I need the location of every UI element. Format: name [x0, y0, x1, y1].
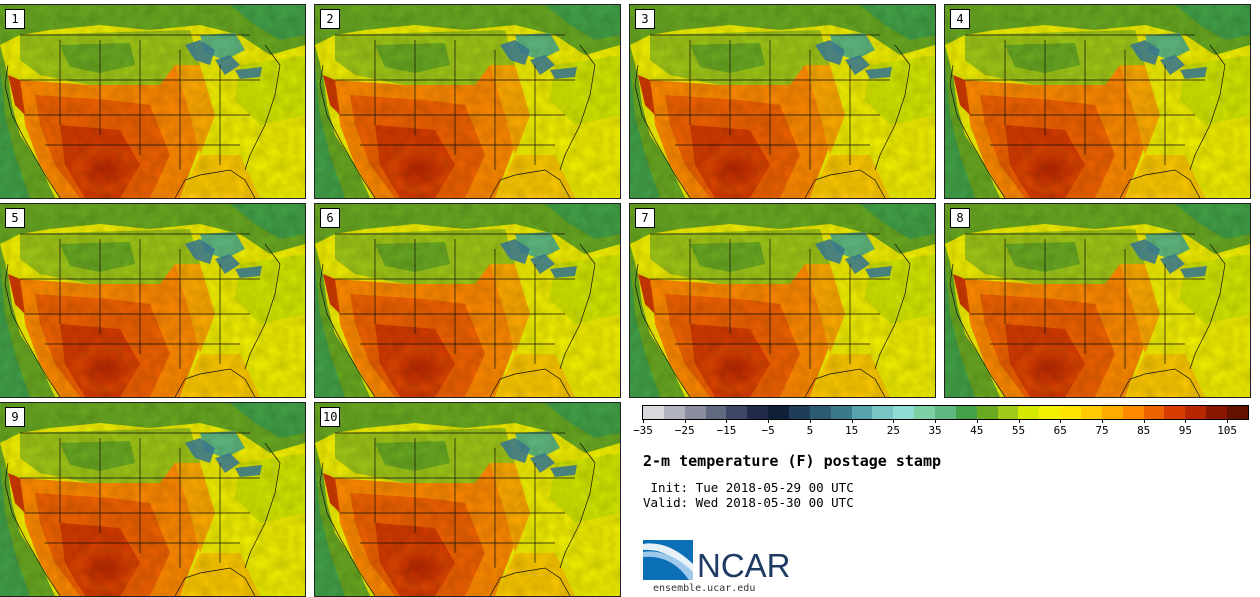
panel-number-label: 1	[5, 9, 25, 29]
colorbar-swatch-5	[726, 406, 748, 419]
colorbar-swatch-25	[1143, 406, 1165, 419]
colorbar-tick	[643, 419, 644, 423]
ensemble-member-panel-1[interactable]: 1	[0, 4, 306, 199]
colorbar-swatch-27	[1185, 406, 1207, 419]
colorbar-swatch-21	[1060, 406, 1082, 419]
colorbar-swatch-11	[851, 406, 873, 419]
colorbar-tick	[1018, 419, 1020, 423]
logo-url[interactable]: ensemble.ucar.edu	[653, 583, 756, 594]
ncar-logo-text: NCAR	[697, 547, 791, 582]
colorbar-tick	[1227, 419, 1229, 423]
temperature-map	[315, 204, 620, 397]
colorbar-swatch-9	[809, 406, 831, 419]
panel-number-label: 5	[5, 208, 25, 228]
temperature-colorbar	[642, 405, 1249, 420]
valid-time: Valid: Wed 2018-05-30 00 UTC	[643, 495, 854, 510]
panel-number-label: 2	[320, 9, 340, 29]
colorbar-swatch-16	[955, 406, 977, 419]
ensemble-member-panel-4[interactable]: 4	[944, 4, 1251, 199]
colorbar-tick-label: 65	[1053, 424, 1067, 437]
colorbar-tick-label: 5	[806, 424, 814, 437]
figure-title: 2-m temperature (F) postage stamp	[643, 452, 942, 470]
colorbar-swatch-17	[976, 406, 998, 419]
colorbar-swatch-15	[935, 406, 956, 419]
panel-number-label: 10	[320, 407, 341, 427]
ensemble-member-panel-10[interactable]: 10	[314, 402, 621, 597]
colorbar-tick-label: 105	[1217, 424, 1238, 437]
colorbar-tick	[809, 419, 811, 423]
panel-number-label: 4	[950, 9, 970, 29]
temperature-map	[0, 403, 305, 596]
colorbar-tick	[893, 419, 895, 423]
ensemble-member-panel-5[interactable]: 5	[0, 203, 306, 398]
ensemble-member-panel-2[interactable]: 2	[314, 4, 621, 199]
temperature-map	[0, 204, 305, 397]
ensemble-member-panel-7[interactable]: 7	[629, 203, 936, 398]
colorbar-swatch-4	[705, 406, 727, 419]
colorbar-tick-label: 15	[844, 424, 859, 437]
panel-number-label: 6	[320, 208, 340, 228]
colorbar-swatch-28	[1206, 406, 1228, 419]
colorbar-tick-label: −15	[716, 424, 737, 437]
colorbar-tick	[935, 419, 937, 423]
colorbar-tick-label: 85	[1137, 424, 1151, 437]
colorbar-tick-label: 25	[886, 424, 900, 437]
colorbar-swatch-24	[1122, 406, 1144, 419]
colorbar-swatch-10	[830, 406, 852, 419]
colorbar-tick	[851, 419, 853, 423]
colorbar-swatch-6	[747, 406, 769, 419]
colorbar-tick-label: 95	[1178, 424, 1193, 437]
colorbar-swatch-14	[914, 406, 936, 419]
colorbar-tick-label: 75	[1095, 424, 1109, 437]
temperature-map	[315, 403, 620, 596]
temperature-map	[630, 204, 935, 397]
colorbar-tick	[726, 419, 728, 423]
colorbar-swatch-19	[1018, 406, 1040, 419]
colorbar-tick-label: 115	[1259, 424, 1260, 437]
colorbar-tick	[1060, 419, 1062, 423]
colorbar-swatch-2	[663, 406, 685, 419]
ncar-logo[interactable]: NCAR	[643, 540, 793, 582]
colorbar-tick-label: 35	[928, 424, 942, 437]
colorbar-swatch-1	[643, 406, 664, 419]
colorbar-swatch-26	[1164, 406, 1186, 419]
colorbar-swatch-18	[997, 406, 1019, 419]
panel-number-label: 8	[950, 208, 970, 228]
colorbar-swatch-22	[1081, 406, 1102, 419]
ensemble-member-panel-6[interactable]: 6	[314, 203, 621, 398]
ensemble-member-panel-8[interactable]: 8	[944, 203, 1251, 398]
colorbar-tick-label: 55	[1011, 424, 1026, 437]
colorbar-swatch-7	[768, 406, 790, 419]
temperature-map	[0, 5, 305, 198]
colorbar-swatch-20	[1039, 406, 1061, 419]
colorbar-tick-label: 45	[970, 424, 984, 437]
colorbar-swatch-8	[789, 406, 810, 419]
temperature-map	[945, 204, 1250, 397]
panel-number-label: 3	[635, 9, 655, 29]
panel-number-label: 9	[5, 407, 25, 427]
colorbar-swatch-29	[1227, 406, 1248, 419]
colorbar-tick	[684, 419, 686, 423]
init-time: Init: Tue 2018-05-29 00 UTC	[643, 480, 854, 495]
ensemble-member-panel-3[interactable]: 3	[629, 4, 936, 199]
ensemble-member-panel-9[interactable]: 9	[0, 402, 306, 597]
colorbar-tick-label: −5	[761, 424, 775, 437]
colorbar-swatch-3	[684, 406, 706, 419]
panel-number-label: 7	[635, 208, 655, 228]
temperature-map	[630, 5, 935, 198]
colorbar-tick-label: −35	[633, 424, 653, 437]
colorbar-swatch-13	[893, 406, 915, 419]
colorbar-tick	[1101, 419, 1103, 423]
colorbar-ticks: −35 −25 −15 −5 5 15 25 35 45 55 65 75 85 95 105 115	[633, 419, 1260, 439]
colorbar-swatch-23	[1101, 406, 1123, 419]
colorbar-tick	[976, 419, 978, 423]
colorbar-tick-label: −25	[674, 424, 695, 437]
colorbar-swatch-12	[872, 406, 894, 419]
colorbar-tick	[1143, 419, 1145, 423]
colorbar-tick	[768, 419, 770, 423]
temperature-map	[945, 5, 1250, 198]
colorbar-tick	[1185, 419, 1187, 423]
temperature-map	[315, 5, 620, 198]
